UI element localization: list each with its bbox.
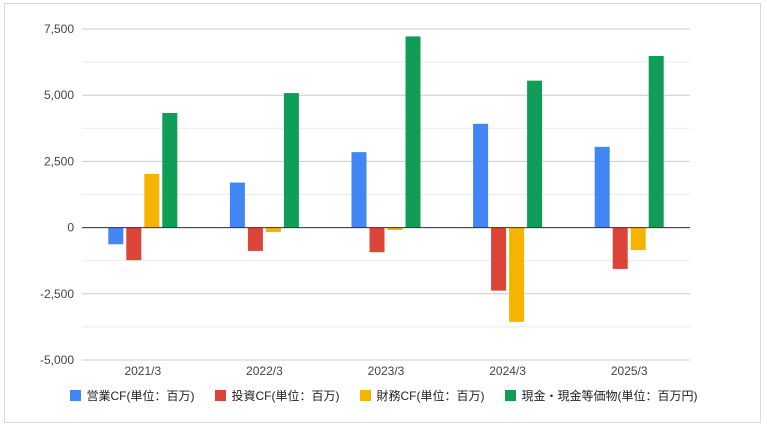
legend-swatch: [359, 389, 371, 401]
chart-legend: 営業CF(単位：百万) 投資CF(単位：百万) 財務CF(単位：百万) 現金・現金等価…: [0, 385, 767, 405]
y-tick-label: 5,000: [44, 88, 74, 102]
bar: [387, 227, 403, 230]
legend-swatch: [69, 389, 81, 401]
legend-label: 財務CF(単位：百万): [376, 388, 485, 403]
legend-label: 営業CF(単位：百万): [86, 388, 195, 403]
chart-frame: [4, 3, 761, 423]
bar: [108, 227, 124, 245]
x-tick-label: 2022/3: [246, 364, 283, 378]
legend-item: 営業CF(単位：百万): [69, 385, 195, 405]
y-tick-label: 7,500: [44, 22, 74, 36]
bar: [594, 146, 610, 228]
legend-swatch: [214, 389, 226, 401]
x-tick-label: 2021/3: [124, 364, 161, 378]
legend-swatch: [504, 389, 516, 401]
bar: [126, 227, 142, 261]
bar: [473, 123, 489, 228]
y-tick-label: 2,500: [44, 154, 74, 168]
legend-item: 財務CF(単位：百万): [359, 385, 485, 405]
bar: [351, 152, 367, 228]
legend-label: 現金・現金等価物(単位：百万円): [521, 388, 698, 403]
bar: [491, 227, 507, 291]
bar: [509, 227, 525, 322]
bar: [527, 80, 543, 228]
bar: [265, 227, 281, 233]
bar: [612, 227, 628, 269]
y-tick-label: 0: [67, 221, 74, 235]
bar: [229, 182, 245, 228]
bar: [630, 227, 646, 251]
legend-item: 現金・現金等価物(単位：百万円): [504, 385, 698, 405]
legend-label: 投資CF(単位：百万): [231, 388, 340, 403]
bar: [648, 56, 664, 228]
bar: [144, 173, 160, 228]
x-tick-label: 2025/3: [611, 364, 648, 378]
bar: [162, 112, 178, 228]
x-tick-label: 2024/3: [489, 364, 526, 378]
y-tick-label: -5,000: [40, 353, 74, 367]
x-tick-label: 2023/3: [368, 364, 405, 378]
bar: [369, 227, 385, 253]
bar: [405, 36, 421, 228]
bar: [283, 93, 299, 228]
legend-item: 投資CF(単位：百万): [214, 385, 340, 405]
bar: [247, 227, 263, 251]
y-tick-label: -2,500: [40, 287, 74, 301]
